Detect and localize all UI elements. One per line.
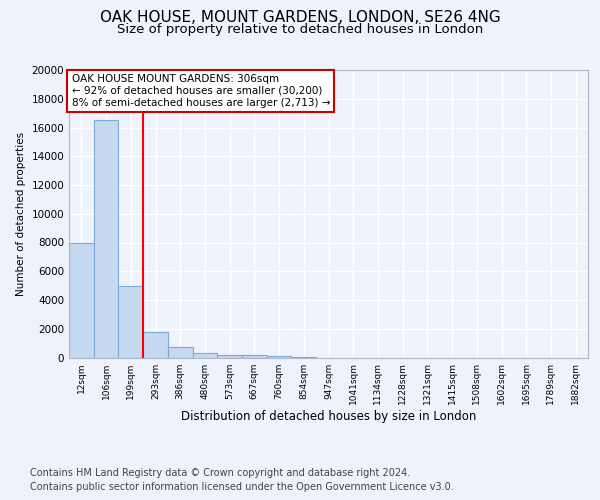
Bar — [94, 120, 118, 358]
Text: Contains HM Land Registry data © Crown copyright and database right 2024.: Contains HM Land Registry data © Crown c… — [30, 468, 410, 477]
Text: Contains public sector information licensed under the Open Government Licence v3: Contains public sector information licen… — [30, 482, 454, 492]
Bar — [168, 348, 193, 358]
Bar — [118, 286, 143, 358]
Bar — [143, 332, 168, 357]
Text: OAK HOUSE MOUNT GARDENS: 306sqm
← 92% of detached houses are smaller (30,200)
8%: OAK HOUSE MOUNT GARDENS: 306sqm ← 92% of… — [71, 74, 330, 108]
Y-axis label: Number of detached properties: Number of detached properties — [16, 132, 26, 296]
Bar — [292, 357, 316, 358]
Bar — [69, 242, 94, 358]
Bar — [217, 354, 242, 358]
Bar — [193, 353, 217, 358]
Text: Size of property relative to detached houses in London: Size of property relative to detached ho… — [117, 24, 483, 36]
X-axis label: Distribution of detached houses by size in London: Distribution of detached houses by size … — [181, 410, 476, 423]
Bar — [267, 356, 292, 358]
Text: OAK HOUSE, MOUNT GARDENS, LONDON, SE26 4NG: OAK HOUSE, MOUNT GARDENS, LONDON, SE26 4… — [100, 10, 500, 25]
Bar — [242, 356, 267, 358]
